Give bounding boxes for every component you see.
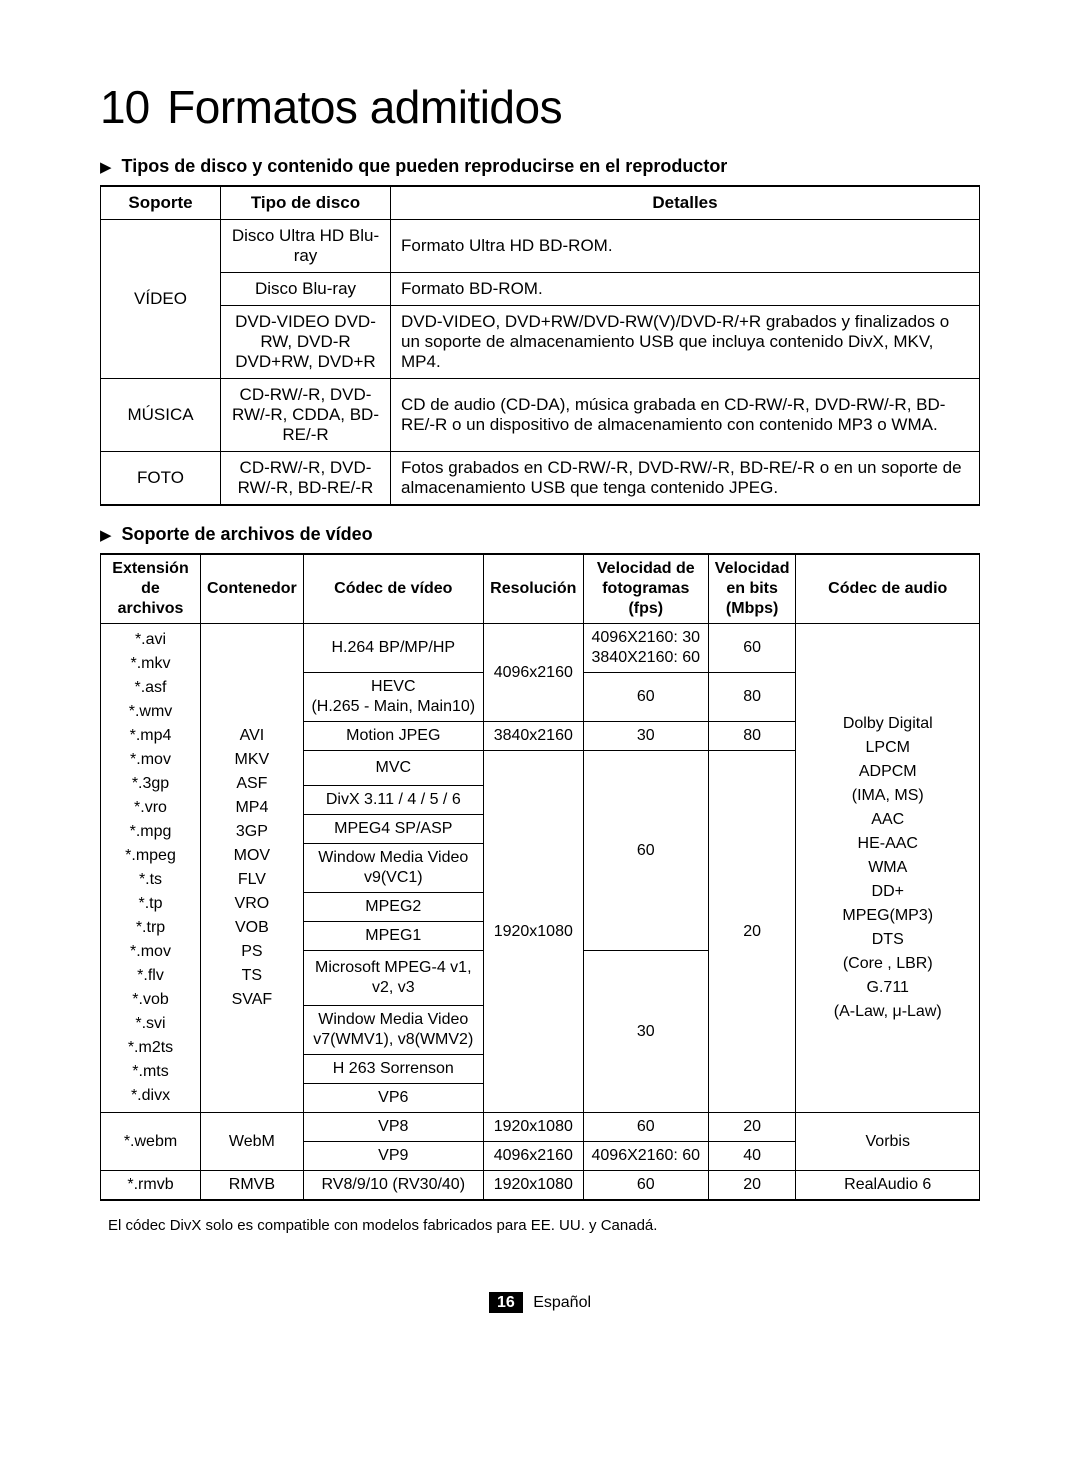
cell: RV8/9/10 (RV30/40): [303, 1171, 483, 1201]
cell: 4096x2160: [483, 1142, 583, 1171]
th-mbps: Velocidad en bits (Mbps): [708, 554, 796, 624]
cell: MVC: [303, 751, 483, 786]
cell: 1920x1080: [483, 1171, 583, 1201]
cell: Window Media Video v9(VC1): [303, 844, 483, 893]
cell: DivX 3.11 / 4 / 5 / 6: [303, 786, 483, 815]
chapter-title: 10 Formatos admitidos: [100, 80, 980, 134]
cell-ext-list: *.avi*.mkv*.asf*.wmv*.mp4*.mov*.3gp*.vro…: [101, 624, 201, 1113]
table-header-row: Extensión de archivos Contenedor Códec d…: [101, 554, 980, 624]
chapter-text: Formatos admitidos: [167, 80, 562, 134]
table-header-row: Soporte Tipo de disco Detalles: [101, 186, 980, 220]
th-fps: Velocidad de fotogramas (fps): [583, 554, 708, 624]
cell: WebM: [201, 1113, 304, 1171]
cell: 4096X2160: 303840X2160: 60: [583, 624, 708, 673]
cell: RealAudio 6: [796, 1171, 980, 1201]
th-tipo: Tipo de disco: [221, 186, 391, 220]
cell: 60: [583, 1113, 708, 1142]
cell: HEVC(H.265 - Main, Main10): [303, 673, 483, 722]
th-ext: Extensión de archivos: [101, 554, 201, 624]
table-row: MÚSICA CD-RW/-R, DVD-RW/-R, CDDA, BD-RE/…: [101, 379, 980, 452]
table-row: *.avi*.mkv*.asf*.wmv*.mp4*.mov*.3gp*.vro…: [101, 624, 980, 673]
cell: Formato Ultra HD BD-ROM.: [391, 220, 980, 273]
cell: Vorbis: [796, 1113, 980, 1171]
cell-foto-label: FOTO: [101, 452, 221, 506]
cell: 60: [708, 624, 796, 673]
cell: 4096X2160: 60: [583, 1142, 708, 1171]
triangle-icon: ▶: [100, 158, 112, 176]
cell: 60: [583, 751, 708, 951]
cell: 20: [708, 1171, 796, 1201]
cell: 30: [583, 951, 708, 1113]
th-codec-video: Códec de vídeo: [303, 554, 483, 624]
table-row: VÍDEO Disco Ultra HD Blu-ray Formato Ult…: [101, 220, 980, 273]
section2-heading: ▶ Soporte de archivos de vídeo: [100, 524, 980, 545]
page-lang: Español: [533, 1294, 591, 1311]
cell: H 263 Sorrenson: [303, 1055, 483, 1084]
cell-video-label: VÍDEO: [101, 220, 221, 379]
cell: Formato BD-ROM.: [391, 273, 980, 306]
cell: RMVB: [201, 1171, 304, 1201]
video-support-table: Extensión de archivos Contenedor Códec d…: [100, 553, 980, 1201]
cell: CD de audio (CD-DA), música grabada en C…: [391, 379, 980, 452]
th-detalles: Detalles: [391, 186, 980, 220]
cell: CD-RW/-R, DVD-RW/-R, CDDA, BD-RE/-R: [221, 379, 391, 452]
cell: Window Media Video v7(WMV1), v8(WMV2): [303, 1006, 483, 1055]
cell: 60: [583, 1171, 708, 1201]
section1-title: Tipos de disco y contenido que pueden re…: [122, 156, 728, 177]
cell: H.264 BP/MP/HP: [303, 624, 483, 673]
cell: VP9: [303, 1142, 483, 1171]
cell: VP6: [303, 1084, 483, 1113]
footnote: El códec DivX solo es compatible con mod…: [100, 1217, 980, 1234]
chapter-number: 10: [100, 80, 149, 134]
cell: DVD-VIDEO, DVD+RW/DVD-RW(V)/DVD-R/+R gra…: [391, 306, 980, 379]
th-resolucion: Resolución: [483, 554, 583, 624]
cell: 40: [708, 1142, 796, 1171]
triangle-icon: ▶: [100, 526, 112, 544]
cell: Microsoft MPEG-4 v1, v2, v3: [303, 951, 483, 1006]
table-row: *.rmvb RMVB RV8/9/10 (RV30/40) 1920x1080…: [101, 1171, 980, 1201]
cell: Disco Blu-ray: [221, 273, 391, 306]
cell: DVD-VIDEO DVD-RW, DVD-R DVD+RW, DVD+R: [221, 306, 391, 379]
cell: 4096x2160: [483, 624, 583, 722]
cell: Fotos grabados en CD-RW/-R, DVD-RW/-R, B…: [391, 452, 980, 506]
cell: Motion JPEG: [303, 722, 483, 751]
cell: CD-RW/-R, DVD-RW/-R, BD-RE/-R: [221, 452, 391, 506]
cell: 20: [708, 1113, 796, 1142]
th-codec-audio: Códec de audio: [796, 554, 980, 624]
cell: *.rmvb: [101, 1171, 201, 1201]
cell: MPEG1: [303, 922, 483, 951]
cell: 3840x2160: [483, 722, 583, 751]
cell: 20: [708, 751, 796, 1113]
disc-types-table: Soporte Tipo de disco Detalles VÍDEO Dis…: [100, 185, 980, 506]
cell-audio: Dolby DigitalLPCMADPCM(IMA, MS)AACHE-AAC…: [796, 624, 980, 1113]
cell: 60: [583, 673, 708, 722]
cell: 1920x1080: [483, 1113, 583, 1142]
th-contenedor: Contenedor: [201, 554, 304, 624]
cell: 1920x1080: [483, 751, 583, 1113]
table-row: Disco Blu-ray Formato BD-ROM.: [101, 273, 980, 306]
cell: 30: [583, 722, 708, 751]
page-footer: 16 Español: [100, 1294, 980, 1312]
cell: MPEG2: [303, 893, 483, 922]
cell: *.webm: [101, 1113, 201, 1171]
cell: MPEG4 SP/ASP: [303, 815, 483, 844]
section2-title: Soporte de archivos de vídeo: [122, 524, 373, 545]
th-soporte: Soporte: [101, 186, 221, 220]
table-row: *.webm WebM VP8 1920x1080 60 20 Vorbis: [101, 1113, 980, 1142]
table-row: FOTO CD-RW/-R, DVD-RW/-R, BD-RE/-R Fotos…: [101, 452, 980, 506]
cell: 80: [708, 722, 796, 751]
cell-musica-label: MÚSICA: [101, 379, 221, 452]
page-number: 16: [489, 1292, 523, 1313]
cell-containers: AVIMKVASFMP43GPMOVFLVVROVOBPSTSSVAF: [201, 624, 304, 1113]
cell: 80: [708, 673, 796, 722]
section1-heading: ▶ Tipos de disco y contenido que pueden …: [100, 156, 980, 177]
cell: Disco Ultra HD Blu-ray: [221, 220, 391, 273]
table-row: DVD-VIDEO DVD-RW, DVD-R DVD+RW, DVD+R DV…: [101, 306, 980, 379]
cell: VP8: [303, 1113, 483, 1142]
